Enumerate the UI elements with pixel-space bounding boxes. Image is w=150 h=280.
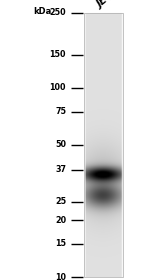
Text: 150: 150 (50, 50, 66, 59)
Text: 37: 37 (55, 165, 66, 174)
Text: 20: 20 (55, 216, 66, 225)
Text: 250: 250 (49, 8, 66, 17)
Text: JEG-3: JEG-3 (95, 0, 125, 10)
Text: kDa: kDa (33, 7, 51, 16)
Text: 15: 15 (55, 239, 66, 248)
Text: 75: 75 (55, 107, 66, 116)
Bar (84, 13, 123, 277)
Text: 10: 10 (55, 273, 66, 280)
Text: 50: 50 (55, 140, 66, 150)
Text: 25: 25 (55, 197, 66, 206)
Text: 100: 100 (50, 83, 66, 92)
